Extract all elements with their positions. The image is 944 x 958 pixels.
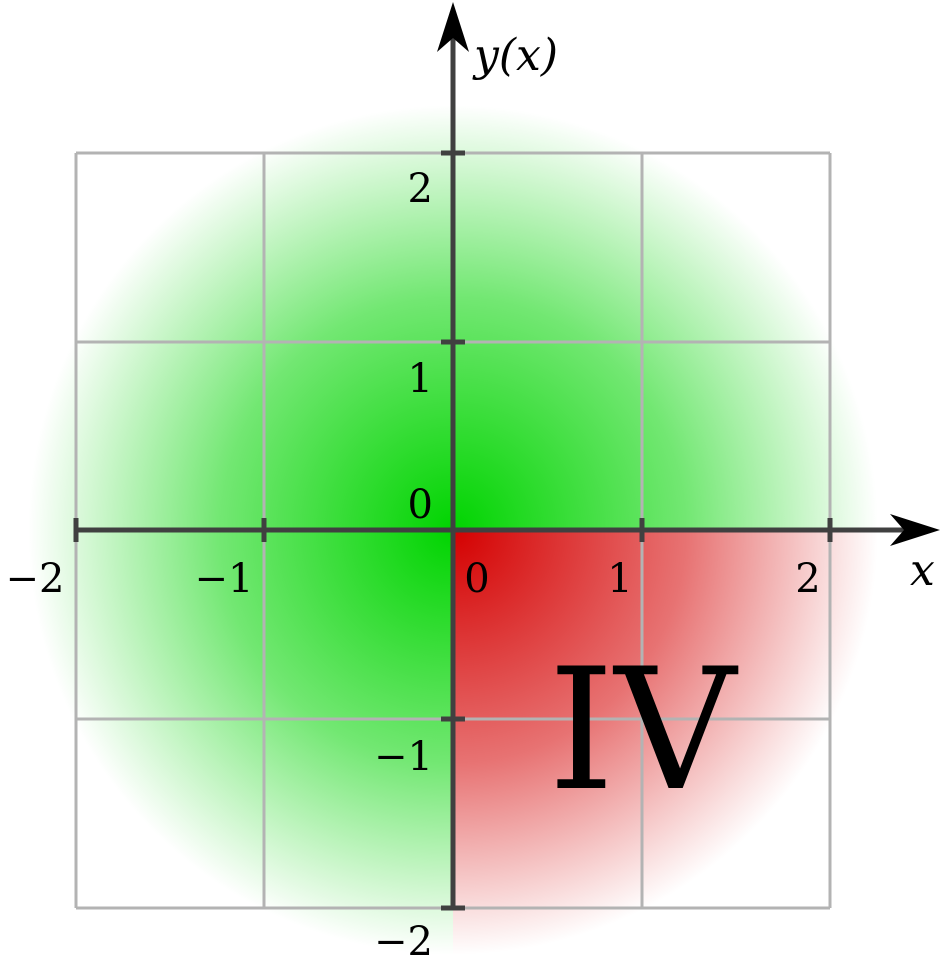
quadrant-iv-label: IV [548, 632, 738, 828]
x-axis-title: x [910, 545, 935, 596]
origin-label: 0 [408, 482, 433, 528]
y-tick-label-1: 1 [408, 356, 433, 402]
y-tick-label-2: 2 [408, 166, 433, 212]
y-tick-label-neg1: −1 [374, 734, 433, 780]
x-tick-label-1: 1 [607, 556, 632, 602]
y-axis-arrowhead [437, 2, 469, 52]
x-tick-label-neg2: −2 [6, 556, 65, 602]
axes [76, 30, 905, 908]
x-tick-label-2: 2 [795, 556, 820, 602]
tick-marks [73, 150, 833, 911]
x-tick-label-neg1: −1 [195, 556, 254, 602]
x-axis-arrowhead [890, 514, 940, 546]
y-tick-label-neg2: −2 [374, 919, 433, 958]
x-tick-label-0: 0 [464, 556, 489, 602]
y-axis-title: y(x) [472, 30, 558, 81]
